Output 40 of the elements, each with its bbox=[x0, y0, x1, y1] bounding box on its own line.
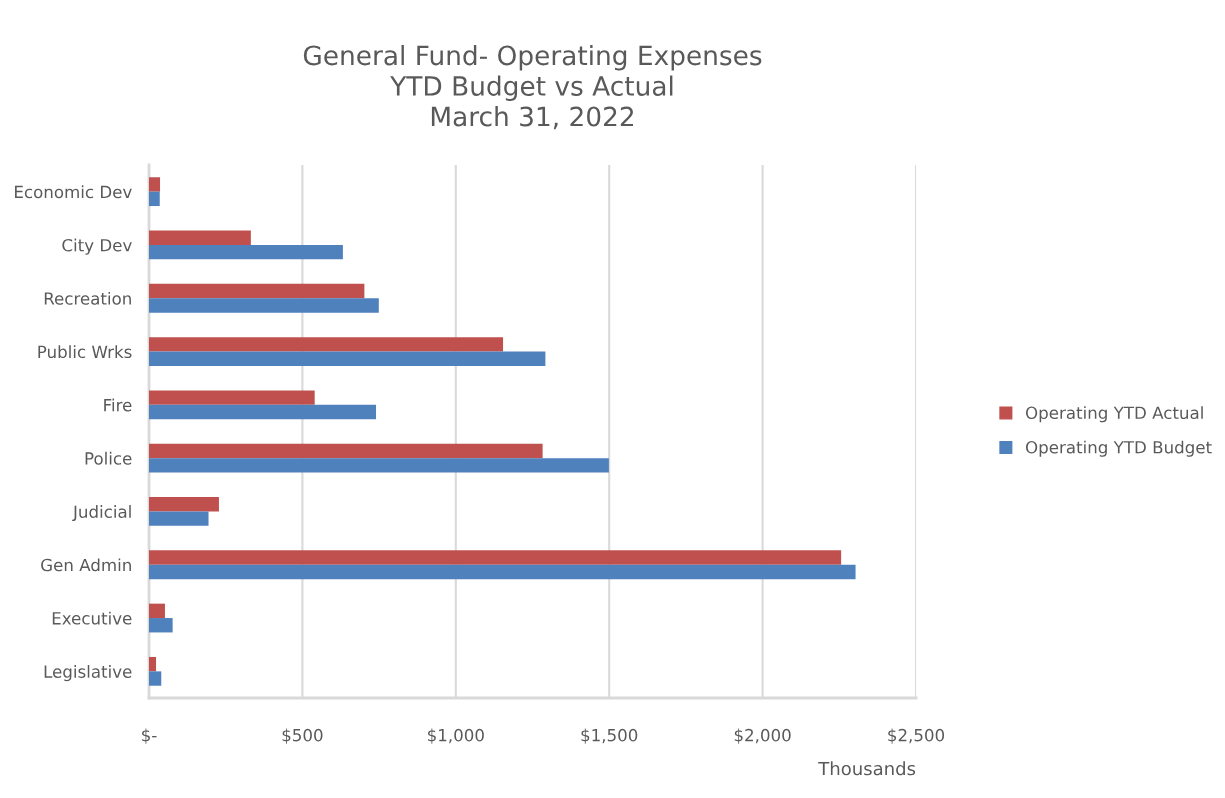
bar bbox=[149, 404, 377, 420]
y-tick-label: Recreation bbox=[44, 291, 131, 305]
bar bbox=[149, 390, 315, 405]
x-tick-label: $- bbox=[142, 728, 157, 744]
x-tick-label: $1,500 bbox=[581, 728, 638, 744]
bar bbox=[149, 603, 165, 619]
bar bbox=[149, 244, 343, 260]
y-tick-label: Legislative bbox=[44, 665, 132, 682]
bar bbox=[149, 618, 173, 633]
bar bbox=[149, 230, 251, 245]
x-tick-label: $1,000 bbox=[428, 728, 484, 744]
bar bbox=[149, 177, 161, 192]
chart-title: General Fund- Operating Expenses YTD Budget vs Actual March 31, 2022 bbox=[303, 44, 762, 130]
y-tick-label: Economic Dev bbox=[15, 185, 132, 199]
bar bbox=[149, 656, 157, 672]
legend-label: Operating YTD Budget bbox=[1025, 440, 1212, 457]
x-tick-label: $500 bbox=[282, 728, 323, 744]
y-tick-label: Fire bbox=[104, 398, 132, 412]
bar bbox=[149, 351, 546, 366]
bar bbox=[149, 458, 609, 473]
bar bbox=[149, 337, 504, 352]
bar bbox=[149, 298, 379, 313]
y-tick-label: Police bbox=[85, 451, 132, 465]
y-tick-label: Judicial bbox=[72, 505, 131, 522]
x-tick-label: $2,500 bbox=[888, 728, 945, 744]
bar bbox=[149, 443, 543, 459]
bar bbox=[149, 564, 856, 580]
bar bbox=[149, 191, 160, 207]
bar bbox=[149, 511, 209, 526]
y-tick-label: Gen Admin bbox=[41, 558, 131, 572]
bar bbox=[149, 497, 219, 512]
x-axis-title: Thousands bbox=[818, 761, 916, 776]
legend-label: Operating YTD Actual bbox=[1025, 406, 1203, 423]
y-tick-label: City Dev bbox=[62, 238, 132, 255]
bar bbox=[149, 550, 842, 565]
bar bbox=[149, 283, 365, 299]
bar bbox=[149, 671, 162, 686]
y-tick-label: Public Wrks bbox=[38, 345, 132, 359]
x-tick-label: $2,000 bbox=[734, 728, 791, 744]
y-tick-label: Executive bbox=[52, 611, 132, 625]
